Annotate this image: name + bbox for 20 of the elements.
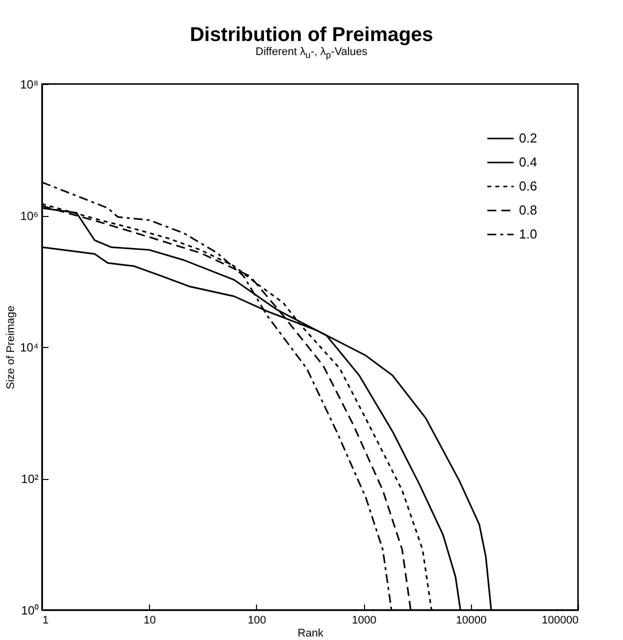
y-tick-label: 10⁸: [20, 78, 38, 92]
x-tick-label: 1: [42, 614, 49, 626]
x-axis-title: Rank: [298, 628, 324, 640]
x-tick-label: 10000: [456, 614, 487, 626]
legend-label: 0.4: [519, 154, 538, 170]
x-tick-label: 10: [144, 614, 156, 626]
y-axis-title: Size of Preimage: [4, 306, 17, 390]
x-tick-label: 1000: [352, 614, 376, 626]
legend-label: 0.2: [519, 130, 538, 146]
y-tick-label: 10⁴: [20, 340, 38, 354]
chart-subtitle: Different λ$_{u}$-, λ$_{p}$-Values: [254, 46, 368, 62]
y-tick-label: 10²: [21, 472, 39, 486]
x-tick-label: 100000: [542, 614, 578, 626]
legend-label: 1.0: [519, 226, 538, 242]
legend-label: 0.6: [519, 178, 538, 194]
y-tick-label: 10⁰: [21, 604, 38, 618]
legend-label: 0.8: [519, 202, 538, 218]
chart-title: Distribution of Preimages: [188, 24, 434, 47]
x-tick-label: 100: [248, 614, 266, 626]
y-tick-label: 10⁶: [20, 209, 39, 223]
